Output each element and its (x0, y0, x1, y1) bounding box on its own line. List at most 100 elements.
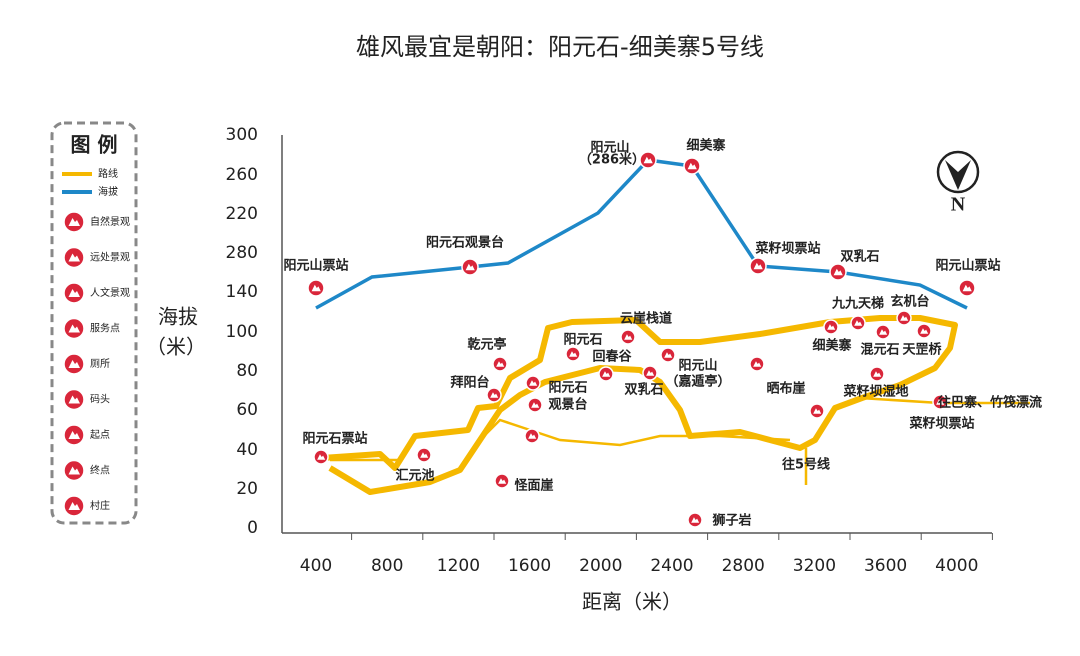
marker-icon (646, 370, 655, 376)
marker-icon (854, 320, 863, 326)
marker-icon (833, 268, 843, 276)
y-tick-label: 220 (226, 204, 258, 224)
compass-label: N (951, 194, 966, 216)
x-tick-label: 1200 (437, 556, 480, 576)
legend-label: 村庄 (90, 499, 110, 512)
legend-label: 厕所 (90, 358, 110, 370)
place-label: 阳元石 (548, 381, 587, 396)
profile-label: 阳元石观景台 (426, 235, 504, 251)
title: 雄风最宜是朝阳：阳元石-细美寨5号线 (356, 33, 764, 61)
profile-label: （286米） (579, 152, 645, 168)
place-label: 狮子岩 (711, 513, 751, 529)
x-tick-label: 3600 (864, 556, 907, 576)
y-tick-label: 260 (226, 165, 258, 185)
marker-icon (465, 263, 475, 271)
marker-icon (691, 517, 700, 523)
profile-label: 菜籽坝票站 (754, 241, 820, 257)
y-tick-label: 300 (226, 125, 258, 145)
profile-label: 双乳石 (840, 249, 879, 265)
marker-icon (753, 361, 762, 367)
marker-icon (68, 395, 80, 404)
place-label: 云崖栈道 (620, 311, 672, 327)
marker-icon (569, 351, 578, 357)
marker-icon (490, 392, 499, 398)
profile-label: 阳元山票站 (283, 258, 348, 274)
profile-label: 细美寨 (686, 138, 725, 154)
route-branch (330, 396, 1030, 485)
place-label: 汇元池 (395, 468, 434, 484)
marker-icon (68, 502, 80, 510)
place-label: 阳元石 (563, 333, 602, 348)
y-tick-label: 60 (236, 400, 258, 420)
marker-icon (813, 408, 822, 414)
marker-icon (687, 162, 697, 170)
place-label: 混元石 (860, 343, 899, 358)
marker-icon (68, 360, 80, 368)
x-tick-label: 3200 (793, 556, 836, 576)
marker-icon (420, 452, 429, 458)
x-tick-label: 400 (300, 556, 332, 576)
marker-icon (602, 371, 611, 377)
legend-label: 海拔 (98, 185, 118, 198)
place-label: 阳元石票站 (302, 431, 367, 447)
marker-icon (531, 402, 540, 408)
place-label: 拜阳台 (450, 375, 489, 391)
y-tick-label: 0 (247, 518, 258, 538)
profile-label: 阳元山 (590, 140, 629, 156)
legend-label: 远处景观 (90, 252, 130, 264)
y-unit: （米） (146, 335, 206, 359)
y-title: 海拔 (158, 305, 198, 329)
marker-icon (879, 329, 888, 335)
marker-icon (529, 380, 538, 386)
profile-label: 阳元山票站 (935, 258, 1000, 274)
place-label: （嘉遁亭） (665, 374, 730, 390)
marker-icon (528, 433, 537, 439)
compass (936, 150, 980, 194)
place-label: 双乳石 (624, 382, 663, 398)
legend-label: 终点 (90, 464, 110, 477)
place-label: 观景台 (548, 397, 587, 413)
place-label: 菜籽坝湿地 (842, 384, 908, 400)
marker-icon (311, 284, 321, 292)
place-label: 往5号线 (782, 457, 830, 473)
elevation-line (315, 158, 968, 310)
marker-icon (664, 352, 673, 358)
x-tick-label: 2800 (722, 556, 765, 576)
marker-icon (920, 328, 929, 334)
place-label: 玄机台 (890, 294, 929, 310)
marker-icon (498, 478, 507, 484)
legend-label: 起点 (90, 429, 110, 441)
place-label: 乾元亭 (467, 337, 506, 353)
marker-icon (643, 156, 653, 164)
marker-icon (753, 262, 763, 270)
marker-icon (936, 399, 945, 405)
x-title: 距离（米） (582, 590, 682, 614)
legend-label: 码头 (90, 394, 110, 406)
marker-icon (68, 324, 80, 333)
x-tick-label: 2400 (650, 556, 693, 576)
place-label: 怪面崖 (514, 478, 553, 494)
place-label: 往巴寨、竹筏漂流 (938, 395, 1042, 411)
y-tick-label: 80 (236, 361, 258, 381)
place-label: 阳元山 (678, 358, 717, 374)
marker-icon (68, 253, 80, 262)
x-tick-label: 4000 (935, 556, 978, 576)
place-label: 细美寨 (812, 338, 851, 354)
y-tick-label: 100 (226, 322, 258, 342)
place-label: 天罡桥 (902, 342, 942, 358)
place-label: 菜籽坝票站 (908, 416, 974, 432)
marker-icon (68, 431, 80, 439)
legend-title: 图 例 (71, 133, 118, 157)
marker-icon (873, 371, 882, 377)
marker-icon (68, 289, 80, 297)
legend-label: 服务点 (90, 322, 120, 335)
marker-icon (962, 284, 972, 292)
marker-icon (68, 466, 80, 475)
place-label: 九九天梯 (831, 296, 884, 312)
marker-icon (317, 454, 326, 460)
y-tick-label: 40 (236, 440, 258, 460)
y-tick-label: 280 (226, 243, 258, 263)
marker-icon (496, 361, 505, 367)
place-label: 回春谷 (592, 349, 632, 365)
